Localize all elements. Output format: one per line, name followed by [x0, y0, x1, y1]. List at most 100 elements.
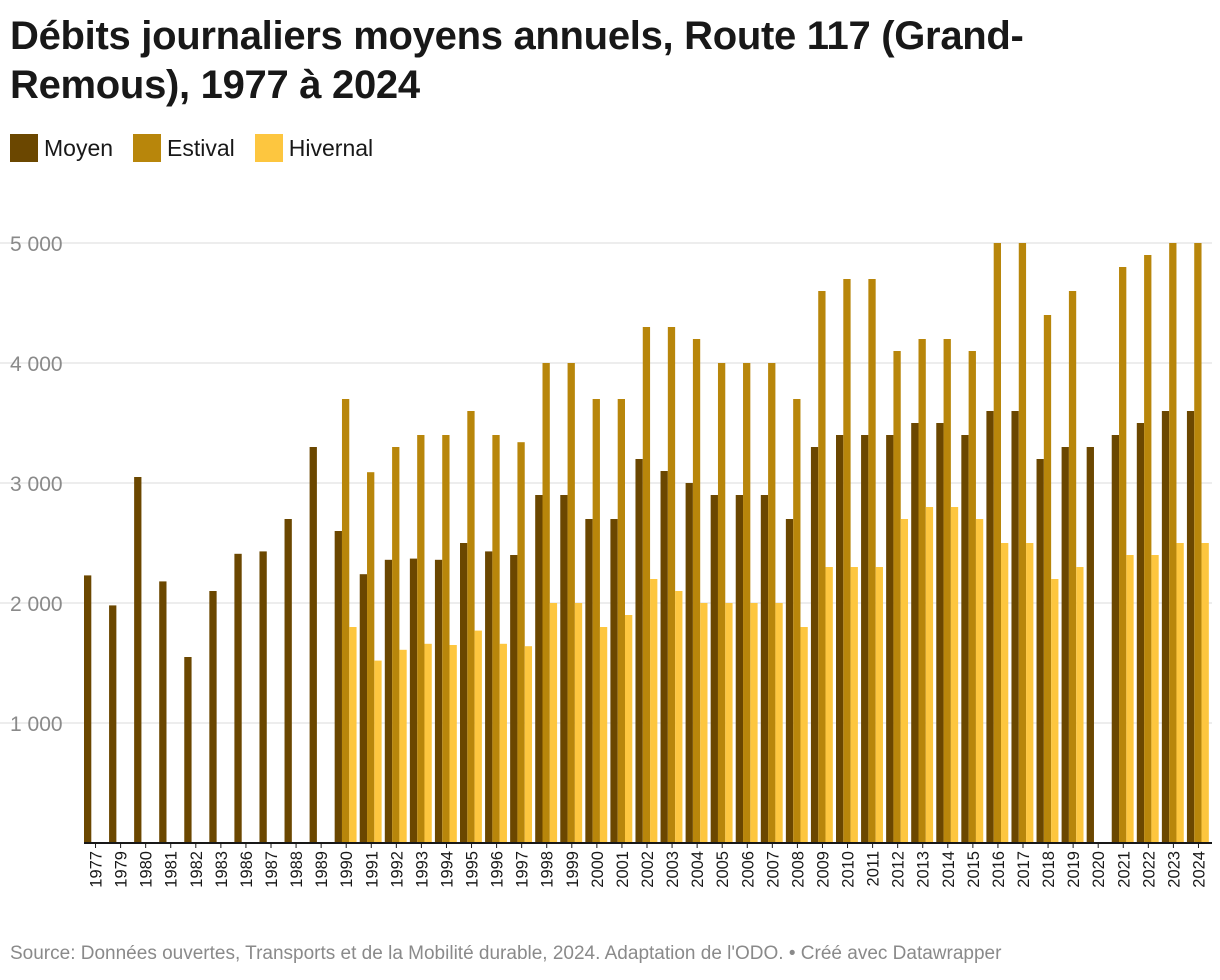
- legend-swatch-hivernal: [254, 134, 283, 162]
- bar-moyen-1994: [434, 559, 443, 843]
- bar-estival-2016: [993, 243, 1001, 843]
- bar-estival-2008: [793, 399, 801, 843]
- bar-hivernal-2006: [750, 603, 758, 843]
- bar-moyen-1998: [535, 495, 543, 843]
- bar-hivernal-2015: [975, 519, 984, 843]
- bar-moyen-2016: [986, 411, 994, 843]
- legend-swatch-moyen: [10, 134, 38, 162]
- bar-hivernal-2018: [1051, 579, 1059, 843]
- bar-moyen-1983: [209, 591, 217, 843]
- bar-estival-1998: [542, 363, 550, 843]
- bar-moyen-2008: [785, 519, 794, 843]
- x-tick-label: 1990: [338, 851, 356, 888]
- bar-moyen-1990: [334, 531, 342, 843]
- bar-hivernal-1994: [449, 645, 457, 843]
- bar-moyen-2023: [1161, 411, 1170, 843]
- x-tick-label: 2019: [1065, 851, 1083, 888]
- legend-swatch-estival: [133, 134, 162, 162]
- bar-estival-2001: [617, 399, 625, 843]
- bar-estival-2006: [743, 363, 751, 843]
- bar-moyen-2003: [660, 471, 668, 843]
- bar-estival-2017: [1018, 243, 1027, 843]
- x-tick-label: 2008: [789, 851, 807, 888]
- x-tick-label: 2010: [840, 851, 858, 888]
- x-tick-label: 2015: [965, 851, 983, 888]
- bar-hivernal-2014: [950, 507, 959, 843]
- bar-moyen-2018: [1036, 459, 1044, 843]
- bar-moyen-1986: [234, 553, 242, 843]
- bar-moyen-1977: [84, 575, 92, 843]
- bar-moyen-2022: [1136, 423, 1145, 843]
- bar-hivernal-2012: [900, 519, 909, 843]
- bar-hivernal-2002: [650, 579, 658, 843]
- bar-moyen-2013: [911, 423, 919, 843]
- bar-estival-2013: [918, 339, 926, 843]
- bar-moyen-2021: [1111, 435, 1120, 843]
- x-tick-label: 1996: [489, 851, 507, 888]
- bar-moyen-2017: [1011, 411, 1019, 843]
- y-axis-ticks: 1 000 2 000 3 000 4 000 5 000: [10, 233, 63, 736]
- bar-moyen-1980: [134, 477, 142, 843]
- bar-hivernal-2024: [1201, 543, 1209, 843]
- x-tick-label: 2000: [589, 851, 607, 888]
- bar-moyen-2007: [760, 495, 769, 843]
- y-tick-label: 3 000: [10, 473, 63, 496]
- bar-hivernal-2005: [725, 603, 733, 843]
- bar-moyen-1987: [259, 551, 267, 843]
- bar-estival-1993: [417, 435, 425, 843]
- legend: Moyen Estival Hivernal: [10, 134, 393, 162]
- bar-hivernal-1999: [574, 603, 583, 843]
- x-tick-label: 1981: [163, 851, 181, 888]
- bar-estival-2018: [1043, 315, 1052, 843]
- bar-moyen-2002: [635, 459, 643, 843]
- bar-moyen-1999: [560, 495, 568, 843]
- bar-moyen-2005: [710, 495, 718, 843]
- bar-estival-2012: [893, 351, 901, 843]
- x-tick-label: 2014: [940, 851, 958, 888]
- legend-label-moyen: Moyen: [44, 134, 114, 161]
- bar-estival-2022: [1144, 255, 1152, 843]
- x-tick-label: 2002: [639, 851, 657, 888]
- x-tick-label: 1986: [238, 851, 256, 888]
- bar-hivernal-2003: [675, 591, 683, 843]
- bar-hivernal-1990: [349, 627, 357, 843]
- bars: [84, 243, 1209, 843]
- bar-moyen-1995: [460, 543, 468, 843]
- y-tick-label: 1 000: [10, 713, 63, 736]
- bar-moyen-1979: [109, 605, 117, 843]
- x-tick-label: 1997: [514, 851, 532, 888]
- bar-estival-2000: [592, 399, 600, 843]
- bar-estival-2011: [868, 279, 876, 843]
- x-tick-label: 1993: [413, 851, 431, 888]
- bar-hivernal-1992: [399, 649, 407, 843]
- bar-estival-1990: [341, 399, 350, 843]
- legend-item-moyen: Moyen: [10, 134, 113, 162]
- x-tick-label: 1995: [464, 851, 482, 888]
- x-tick-label: 1980: [138, 851, 156, 888]
- bar-moyen-1981: [159, 581, 167, 843]
- bar-moyen-1996: [485, 551, 493, 843]
- bar-hivernal-1996: [499, 643, 507, 843]
- bar-hivernal-2021: [1126, 555, 1134, 843]
- bar-estival-2007: [768, 363, 776, 843]
- x-tick-label: 1991: [363, 851, 381, 888]
- x-tick-label: 1999: [564, 851, 582, 888]
- legend-item-estival: Estival: [133, 134, 235, 162]
- x-tick-label: 1998: [539, 851, 557, 888]
- bar-hivernal-1997: [524, 646, 533, 843]
- x-tick-label: 1979: [113, 851, 131, 888]
- x-tick-label: 2021: [1115, 851, 1133, 888]
- bar-hivernal-2016: [1001, 543, 1009, 843]
- x-tick-label: 1994: [438, 851, 456, 888]
- bar-estival-1992: [392, 447, 400, 843]
- bar-moyen-2000: [585, 519, 593, 843]
- bar-hivernal-2004: [700, 603, 708, 843]
- bar-estival-1996: [492, 435, 500, 843]
- y-tick-label: 5 000: [10, 233, 63, 256]
- bar-moyen-1989: [309, 447, 317, 843]
- bar-hivernal-1995: [474, 630, 482, 843]
- bar-hivernal-2010: [850, 567, 858, 843]
- bar-estival-2005: [717, 363, 726, 843]
- bar-hivernal-2000: [599, 627, 608, 843]
